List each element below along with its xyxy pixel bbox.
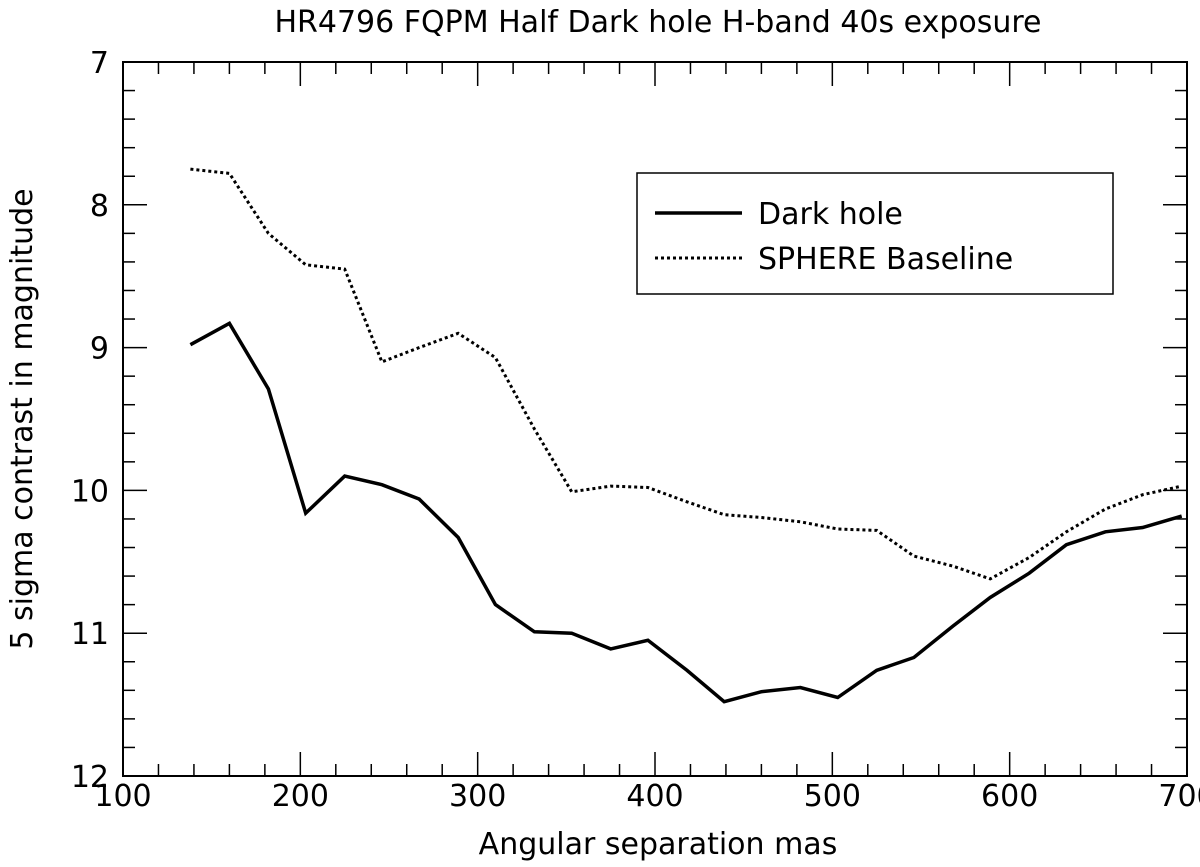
axis-ticks	[122, 61, 1188, 777]
y-tick-label: 11	[71, 617, 109, 652]
legend-box	[636, 172, 1114, 295]
x-tick-label: 100	[94, 779, 151, 814]
y-tick-label: 7	[90, 46, 109, 81]
y-tick-label: 10	[71, 474, 109, 509]
y-tick-label: 8	[90, 189, 109, 224]
x-axis-label: Angular separation mas	[479, 827, 838, 862]
x-tick-label: 700	[1158, 779, 1200, 814]
y-axis-label: 5 sigma contrast in magnitude	[5, 188, 40, 649]
x-tick-label: 200	[272, 779, 329, 814]
x-tick-label: 300	[449, 779, 506, 814]
plot-frame	[122, 61, 1188, 777]
series-line-dark-hole	[189, 320, 1183, 704]
legend-label-sphere-baseline: SPHERE Baseline	[758, 242, 1013, 277]
x-tick-label: 500	[804, 779, 861, 814]
y-tick-label: 12	[71, 760, 109, 795]
x-tick-label: 400	[626, 779, 683, 814]
legend-label-dark-hole: Dark hole	[758, 197, 903, 232]
x-tick-label: 600	[981, 779, 1038, 814]
chart-title: HR4796 FQPM Half Dark hole H-band 40s ex…	[274, 5, 1041, 40]
y-tick-label: 9	[90, 332, 109, 367]
legend: Dark hole SPHERE Baseline	[636, 172, 1114, 295]
series-line-sphere-baseline	[190, 167, 1183, 581]
series-lines	[189, 167, 1183, 704]
tick-labels: 100 200 300 400 500 600 700 7 8 9 10 11 12	[71, 46, 1200, 814]
